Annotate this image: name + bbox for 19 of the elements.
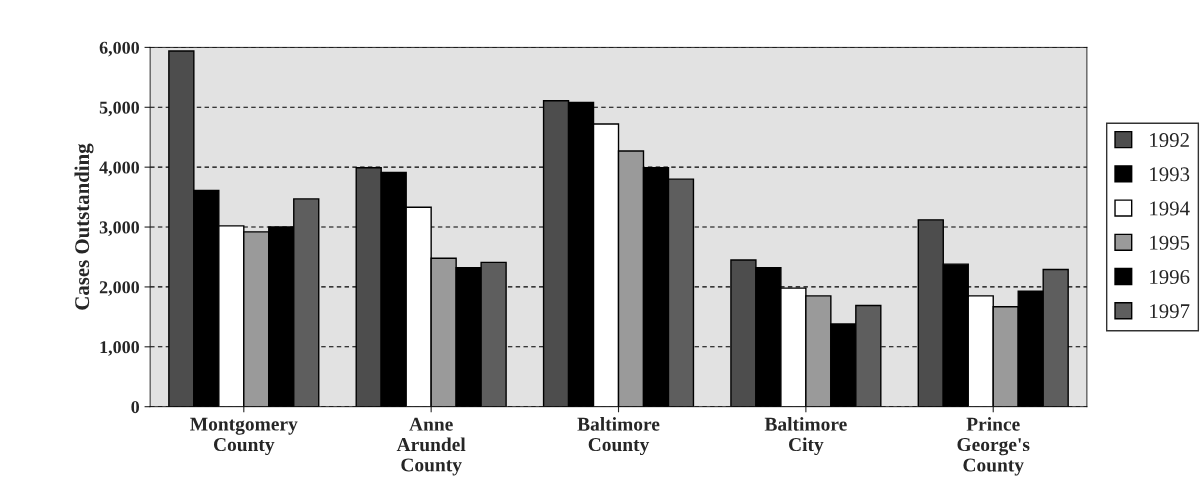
legend-label: 1992 — [1150, 133, 1189, 148]
x-tick-label: Baltimore County — [577, 417, 660, 456]
y-tick-label: 1,000 — [100, 341, 140, 356]
y-tick-label: 0 — [131, 400, 140, 414]
y-tick-label: 3,000 — [99, 221, 140, 237]
x-tick-label: Prince George's County — [957, 417, 1030, 476]
x-tick-label: Anne Arundel County — [396, 417, 466, 476]
y-axis-title: Cases Outstanding — [74, 143, 94, 310]
y-tick-label: 4,000 — [99, 161, 140, 177]
y-tick-label: 2,000 — [99, 281, 140, 296]
legend-label: 1997 — [1150, 304, 1190, 319]
legend-label: 1995 — [1150, 235, 1190, 250]
x-tick-label: Montgomery County — [190, 417, 298, 456]
y-tick-label: 6,000 — [99, 41, 140, 57]
y-tick-label: 5,000 — [99, 101, 140, 117]
legend-label: 1993 — [1150, 167, 1190, 182]
x-tick-label: Baltimore City — [764, 417, 847, 456]
legend-label: 1996 — [1150, 269, 1190, 284]
legend-label: 1994 — [1150, 201, 1190, 216]
